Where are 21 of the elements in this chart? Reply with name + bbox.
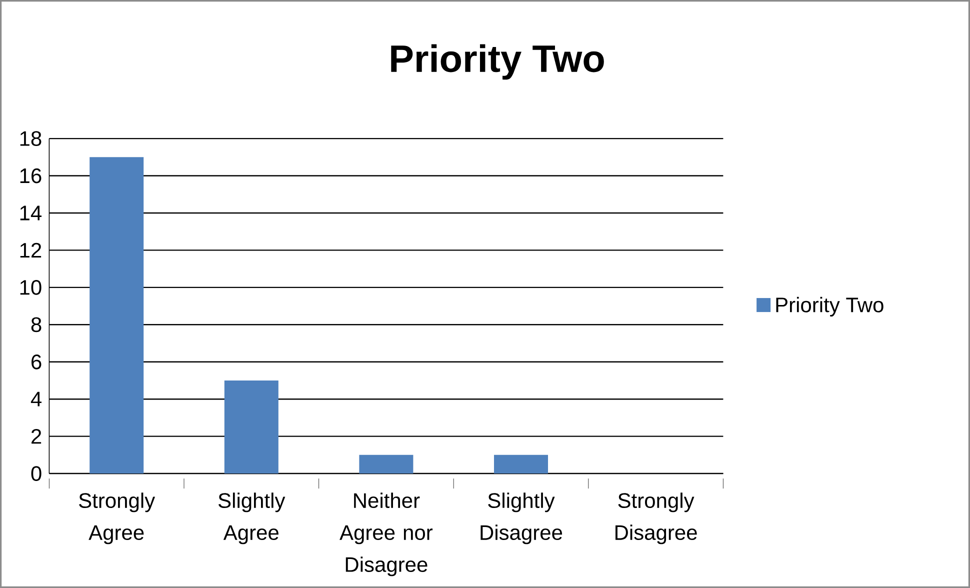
x-tick-label: Strongly Agree [79, 492, 156, 544]
y-tick-label: 6 [32, 354, 42, 370]
x-tick-label: Slightly Agree [218, 492, 286, 544]
y-tick-label: 8 [31, 317, 42, 332]
y-tick-label: 12 [20, 242, 42, 258]
y-tick-label: 0 [31, 466, 42, 481]
y-tick-label: 18 [20, 131, 42, 146]
bar [359, 454, 414, 474]
y-tick-label: 2 [32, 428, 42, 444]
y-tick-label: 10 [20, 280, 42, 295]
chart-title: Priority Two [391, 44, 604, 80]
x-tick-label: Strongly Disagree [616, 492, 697, 544]
bar [224, 380, 278, 474]
bar [494, 454, 548, 474]
y-tick-label: 14 [20, 206, 42, 220]
bar [90, 157, 144, 474]
y-tick-label: 4 [30, 392, 42, 406]
x-tick-label: Neither Agree nor Disagree [340, 492, 433, 576]
x-tick-label: Slightly Disagree [480, 492, 562, 544]
legend-label: Priority Two [776, 296, 884, 317]
y-tick-label: 16 [20, 168, 42, 184]
